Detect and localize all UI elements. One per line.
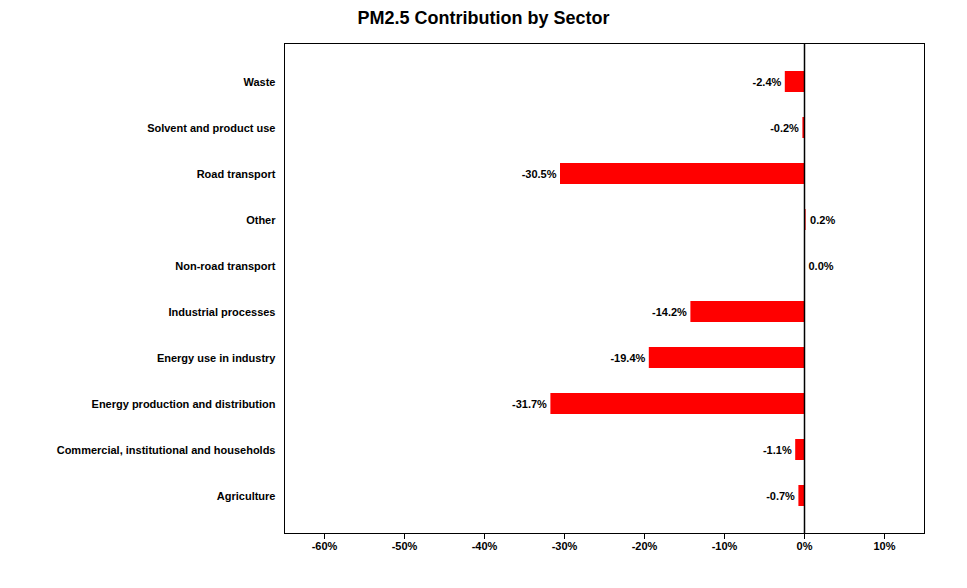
svg-text:Agriculture: Agriculture (216, 490, 275, 502)
svg-text:Road transport: Road transport (196, 168, 275, 180)
svg-text:-50%: -50% (391, 540, 417, 552)
svg-text:Energy use in industry: Energy use in industry (156, 352, 275, 364)
svg-text:-31.7%: -31.7% (512, 398, 547, 410)
svg-text:-60%: -60% (311, 540, 337, 552)
html-text:PM2.5 Contribution by Sector: PM2.5 Contribution by Sector (357, 8, 610, 28)
svg-text:-20%: -20% (631, 540, 657, 552)
svg-text:10%: 10% (873, 540, 895, 552)
svg-text:Other: Other (246, 214, 276, 226)
svg-text:-30.5%: -30.5% (521, 168, 556, 180)
svg-text:-40%: -40% (471, 540, 497, 552)
svg-text:0%: 0% (796, 540, 812, 552)
svg-text:-2.4%: -2.4% (752, 76, 781, 88)
svg-text:-1.1%: -1.1% (762, 444, 791, 456)
svg-text:Waste: Waste (243, 76, 275, 88)
svg-text:-19.4%: -19.4% (610, 352, 645, 364)
svg-text:0.2%: 0.2% (810, 214, 835, 226)
svg-text:-0.7%: -0.7% (766, 490, 795, 502)
svg-text:Non-road transport: Non-road transport (175, 260, 276, 272)
svg-text:-0.2%: -0.2% (770, 122, 799, 134)
svg-text:Industrial processes: Industrial processes (168, 306, 275, 318)
svg-text:0.0%: 0.0% (808, 260, 833, 272)
svg-text:-30%: -30% (551, 540, 577, 552)
svg-text:-10%: -10% (711, 540, 737, 552)
svg-text:Solvent and product use: Solvent and product use (147, 122, 275, 134)
svg-text:-14.2%: -14.2% (652, 306, 687, 318)
svg-text:Energy production and distribu: Energy production and distribution (91, 398, 275, 410)
svg-text:Commercial, institutional and: Commercial, institutional and households (56, 444, 275, 456)
